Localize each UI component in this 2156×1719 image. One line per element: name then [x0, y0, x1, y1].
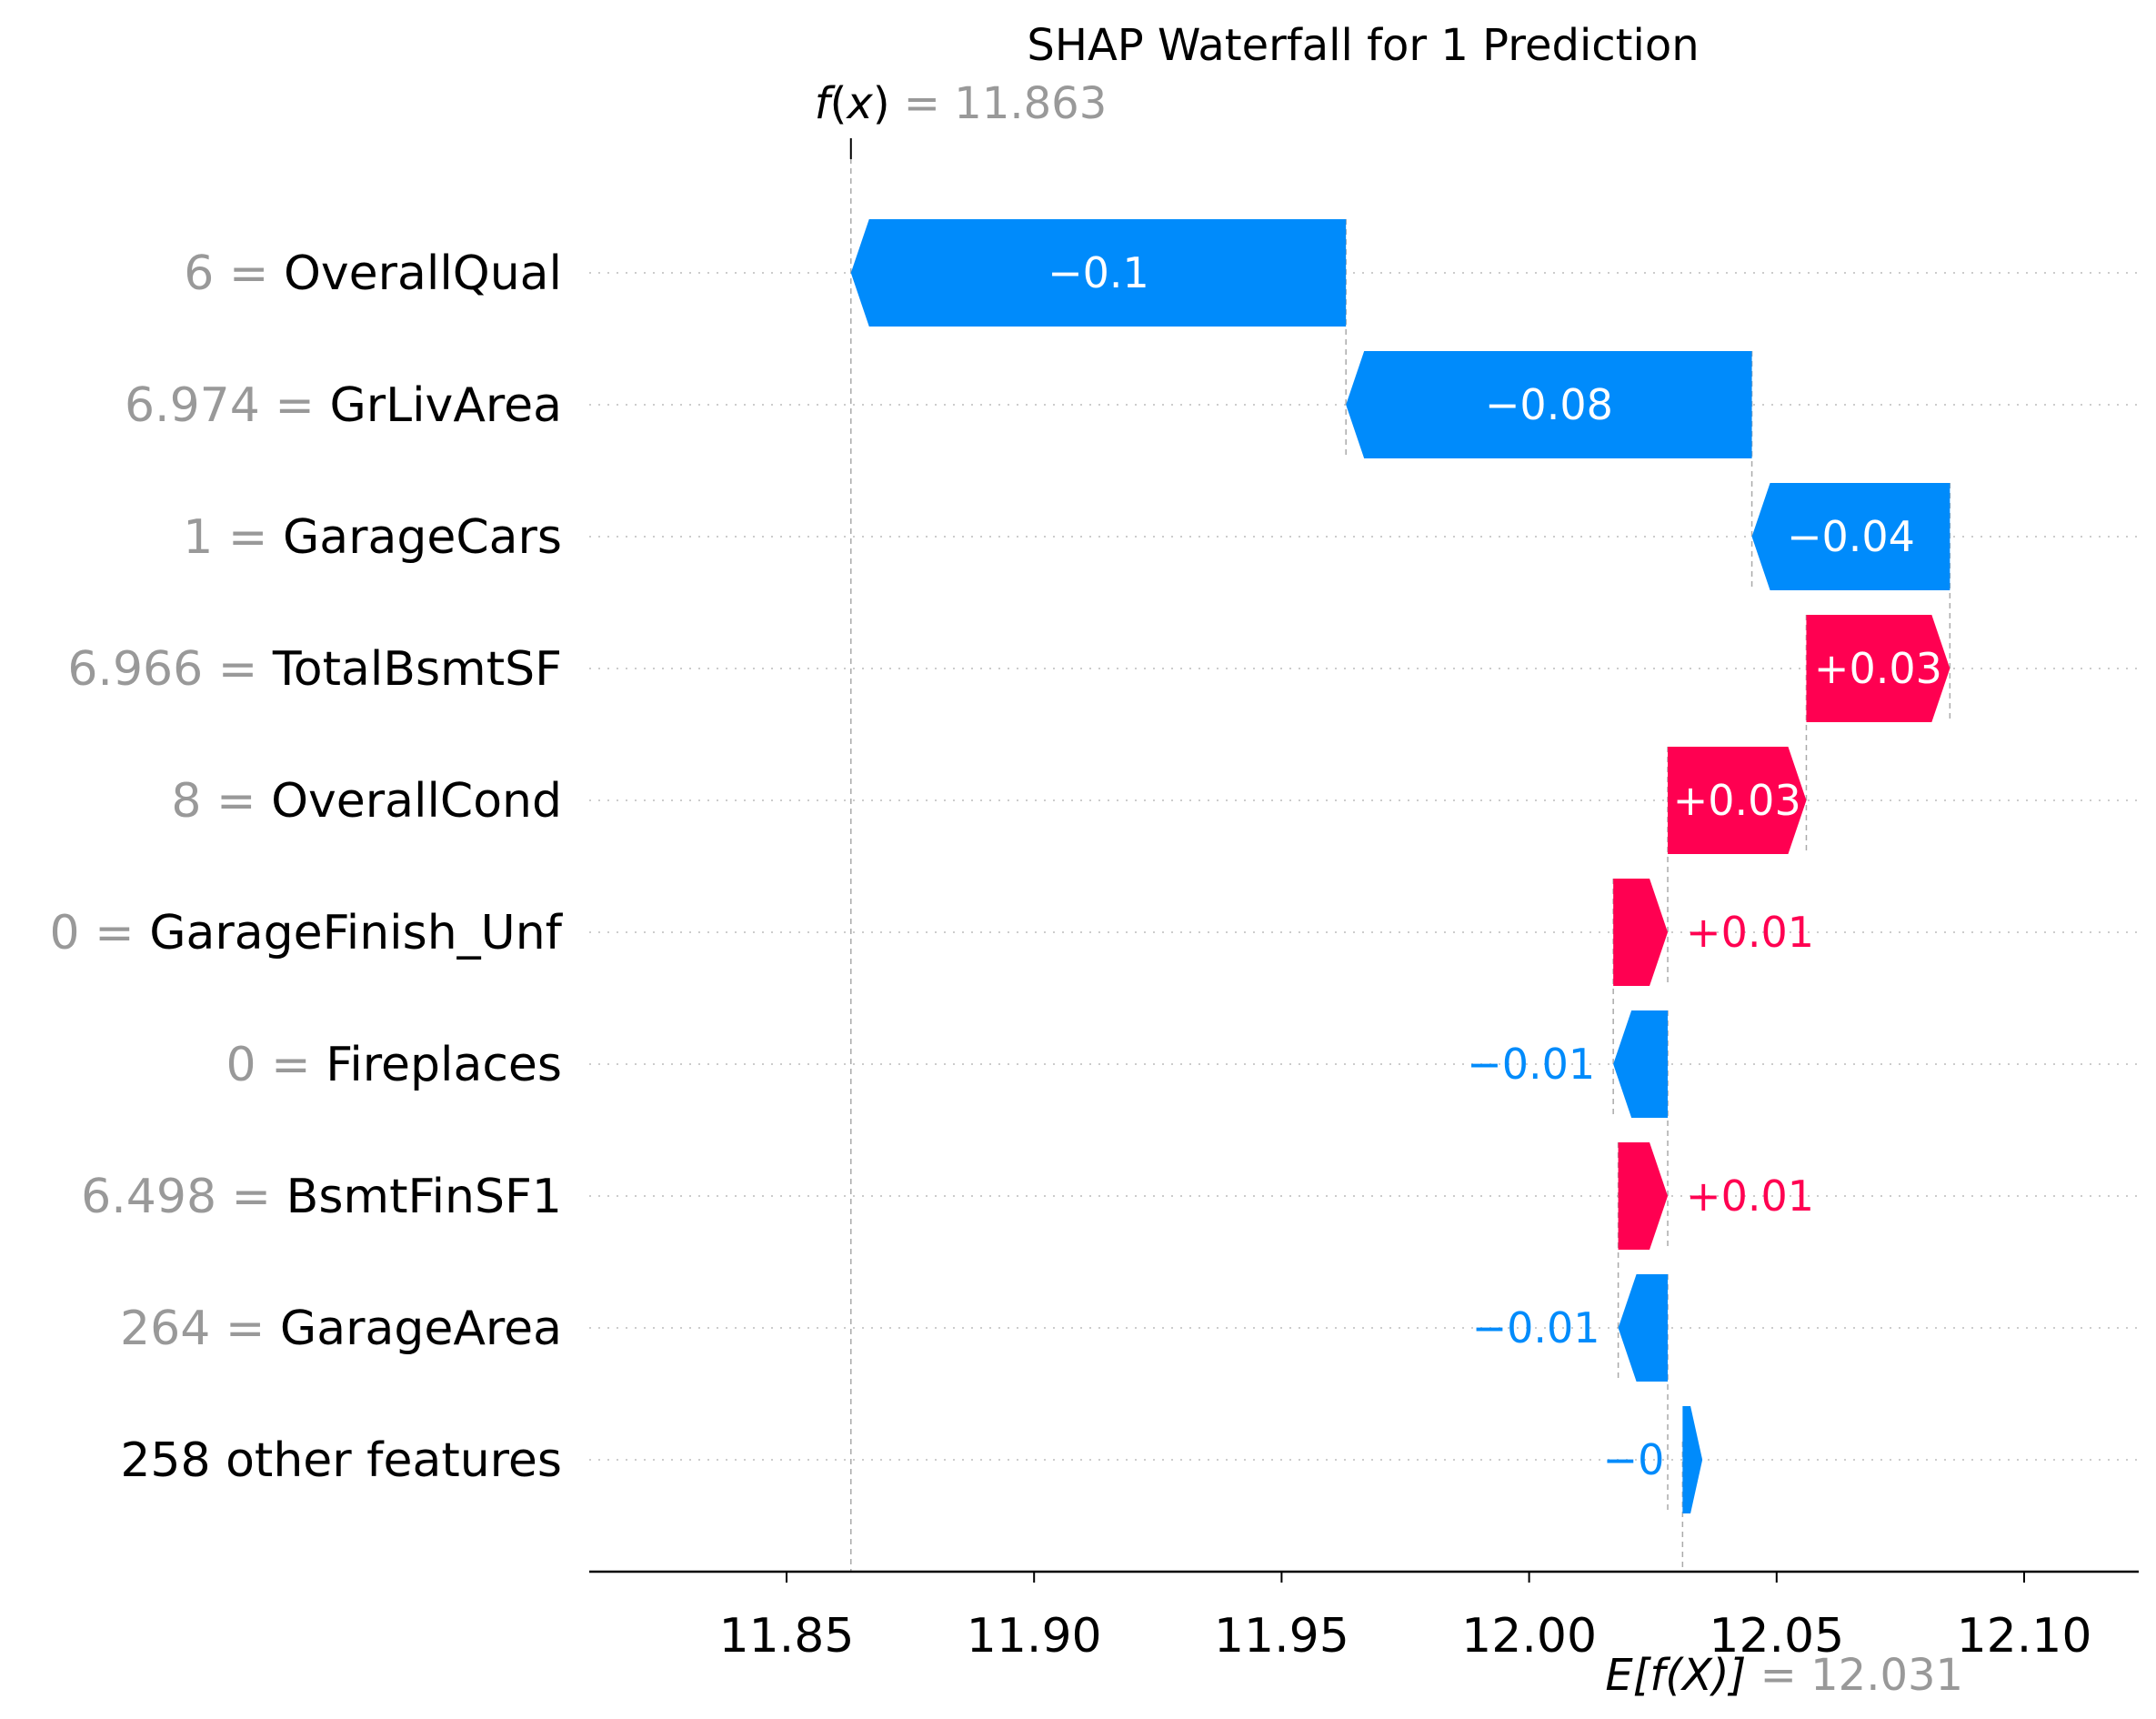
x-tick-label: 11.95 [1214, 1609, 1349, 1664]
bar-value-label: +0.01 [1686, 1171, 1814, 1221]
feature-name: OverallCond [271, 774, 562, 829]
feature-label: 0 = Fireplaces [226, 1038, 562, 1092]
bar-BsmtFinSF1 [1618, 1142, 1669, 1250]
feature-value: 6 = [184, 246, 284, 301]
fx-value: = 11.863 [904, 78, 1107, 129]
bar-value-label: −0.08 [1485, 380, 1613, 429]
fx-annotation: f(x) = 11.863 [815, 78, 1107, 129]
bar-TotalBsmtSF [1806, 615, 1950, 722]
x-tick-label: 12.00 [1461, 1609, 1597, 1664]
base-expr: E[f(X)] [1605, 1650, 1760, 1701]
bar-value-label: +0.03 [1673, 776, 1801, 825]
feature-label: 6.498 = BsmtFinSF1 [81, 1170, 562, 1224]
bar-258 other features [1682, 1406, 1703, 1513]
fx-var: x [845, 78, 873, 129]
bar-value-label: −0.01 [1472, 1303, 1600, 1352]
feature-label: 1 = GarageCars [183, 510, 562, 565]
bar-value-label: +0.03 [1814, 644, 1942, 693]
feature-label: 8 = OverallCond [171, 774, 562, 829]
chart-title: SHAP Waterfall for 1 Prediction [1027, 20, 1699, 71]
feature-value: 6.974 = [125, 378, 330, 433]
bar-GarageCars [1751, 483, 1950, 590]
x-tick-label: 11.90 [967, 1609, 1102, 1664]
bar-OverallCond [1668, 747, 1807, 854]
feature-value: 0 = [50, 906, 150, 960]
expected-value-annotation: E[f(X)] = 12.031 [1605, 1650, 1963, 1701]
feature-name: GrLivArea [329, 378, 562, 433]
feature-label: 258 other features [120, 1433, 562, 1488]
x-tick-label: 12.05 [1709, 1609, 1844, 1664]
bar-Fireplaces [1613, 1010, 1669, 1118]
x-axis: 11.85 11.90 11.95 12.00 12.05 12.10 [589, 1570, 2139, 1664]
feature-label: 6 = OverallQual [184, 246, 562, 301]
bar-OverallQual [850, 219, 1347, 327]
feature-name: TotalBsmtSF [272, 642, 562, 697]
feature-value: 6.498 = [81, 1170, 286, 1224]
feature-name: GarageCars [283, 510, 562, 565]
x-tick-label: 12.10 [1957, 1609, 2092, 1664]
feature-label: 0 = GarageFinish_Unf [50, 906, 564, 960]
bar-value-label: −0.04 [1787, 512, 1915, 561]
feature-value: 8 = [171, 774, 271, 829]
x-tick-label: 11.85 [719, 1609, 855, 1664]
feature-name: GarageArea [280, 1302, 562, 1356]
fx-label: f(x) = 11.863 [815, 78, 1107, 129]
bar-value-label: +0.01 [1686, 908, 1814, 957]
feature-name: Fireplaces [326, 1038, 562, 1092]
bar-value-label: −0.01 [1467, 1040, 1595, 1089]
waterfall-bars: −0.1 −0.08 −0.04 +0.03 +0.03 +0.01 −0.01 +0.01 −… [850, 219, 1950, 1513]
feature-name: 258 other features [120, 1433, 562, 1488]
bar-GarageFinish_Unf [1613, 879, 1669, 986]
fx-paren: ( [830, 78, 847, 129]
feature-label: 6.974 = GrLivArea [125, 378, 562, 433]
base-value: = 12.031 [1760, 1650, 1963, 1701]
bar-GarageArea [1618, 1274, 1669, 1382]
feature-value: 6.966 = [67, 642, 273, 697]
feature-labels: 6 = OverallQual 6.974 = GrLivArea 1 = Gara… [50, 246, 564, 1488]
fx-paren: ) [873, 78, 904, 129]
base-label: E[f(X)] = 12.031 [1605, 1650, 1963, 1701]
bar-value-label: −0 [1603, 1435, 1665, 1484]
feature-name: BsmtFinSF1 [286, 1170, 562, 1224]
feature-value: 0 = [226, 1038, 326, 1092]
feature-name: OverallQual [284, 246, 562, 301]
bar-value-label: −0.1 [1048, 248, 1149, 297]
feature-value: 1 = [183, 510, 283, 565]
feature-label: 264 = GarageArea [120, 1302, 562, 1356]
feature-label: 6.966 = TotalBsmtSF [67, 642, 562, 697]
feature-value: 264 = [120, 1302, 280, 1356]
bar-GrLivArea [1346, 351, 1752, 458]
feature-name: GarageFinish_Unf [149, 906, 563, 960]
